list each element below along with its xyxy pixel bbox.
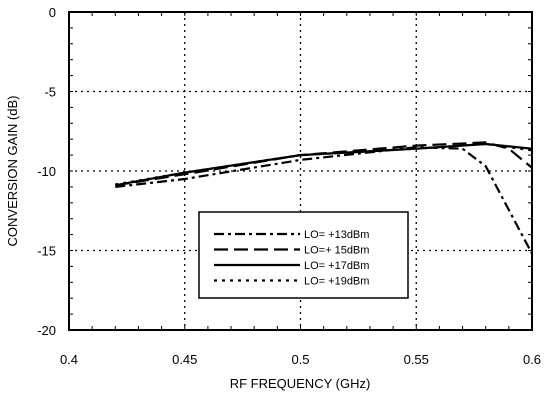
- x-tick-label: 0.5: [291, 352, 309, 367]
- x-tick-label: 0.6: [523, 352, 541, 367]
- legend-label: LO= +17dBm: [304, 260, 369, 272]
- y-tick-label: -5: [44, 85, 56, 100]
- legend-box: [198, 211, 409, 299]
- series-group: [115, 141, 533, 255]
- legend: LO= +13dBm LO=+ 15dBm LO= +17dBm LO= +19dBm: [198, 211, 409, 299]
- legend-label: LO= +13dBm: [304, 229, 369, 241]
- x-tick-label: 0.45: [172, 352, 197, 367]
- series-line: [115, 146, 533, 255]
- series-line: [115, 141, 533, 187]
- legend-label: LO=+ 15dBm: [304, 245, 369, 257]
- y-tick-label: 0: [49, 5, 56, 20]
- legend-label: LO= +19dBm: [304, 276, 369, 288]
- ticks: 0.4 0.45 0.5 0.55 0.6 -20 -15 -10 -5 0: [37, 5, 541, 367]
- x-axis-title: RF FREQUENCY (GHz): [230, 376, 371, 391]
- x-tick-label: 0.4: [60, 352, 78, 367]
- y-axis-title: CONVERSION GAIN (dB): [5, 96, 20, 247]
- series-line: [115, 142, 533, 186]
- y-tick-label: -20: [37, 323, 56, 338]
- x-tick-label: 0.55: [404, 352, 429, 367]
- y-tick-label: -15: [37, 244, 56, 259]
- y-tick-label: -10: [37, 164, 56, 179]
